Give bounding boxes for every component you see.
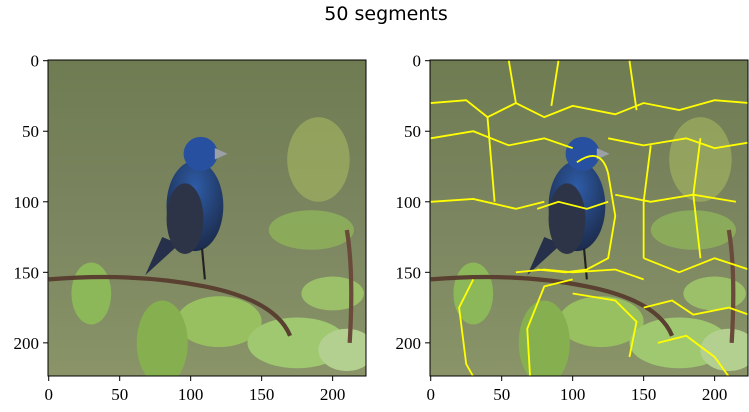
y-tick-label: 50 xyxy=(22,122,39,141)
y-tick-label: 150 xyxy=(14,263,40,282)
axes-frame xyxy=(429,59,749,377)
image xyxy=(48,60,375,385)
x-tick-label: 150 xyxy=(631,385,657,404)
y-tick-label: 200 xyxy=(396,334,422,353)
figure-title: 50 segments xyxy=(324,3,447,25)
x-tick-label: 0 xyxy=(426,385,435,404)
x-tick-label: 200 xyxy=(320,385,346,404)
x-tick-label: 50 xyxy=(111,385,128,404)
x-tick-label: 100 xyxy=(178,385,204,404)
y-tick-label: 200 xyxy=(14,334,40,353)
axes-frame xyxy=(47,59,367,377)
image-panel xyxy=(429,59,749,376)
y-tick-label: 100 xyxy=(14,193,40,212)
image-panel xyxy=(48,60,375,385)
y-tick-label: 0 xyxy=(31,52,40,71)
x-tick-label: 0 xyxy=(44,385,53,404)
y-tick-label: 0 xyxy=(413,52,422,71)
x-tick-label: 200 xyxy=(702,385,728,404)
x-tick-label: 150 xyxy=(249,385,275,404)
x-tick-label: 50 xyxy=(493,385,510,404)
y-tick-label: 150 xyxy=(396,263,422,282)
y-tick-label: 50 xyxy=(404,122,421,141)
x-tick-label: 100 xyxy=(560,385,586,404)
y-tick-label: 100 xyxy=(396,193,422,212)
